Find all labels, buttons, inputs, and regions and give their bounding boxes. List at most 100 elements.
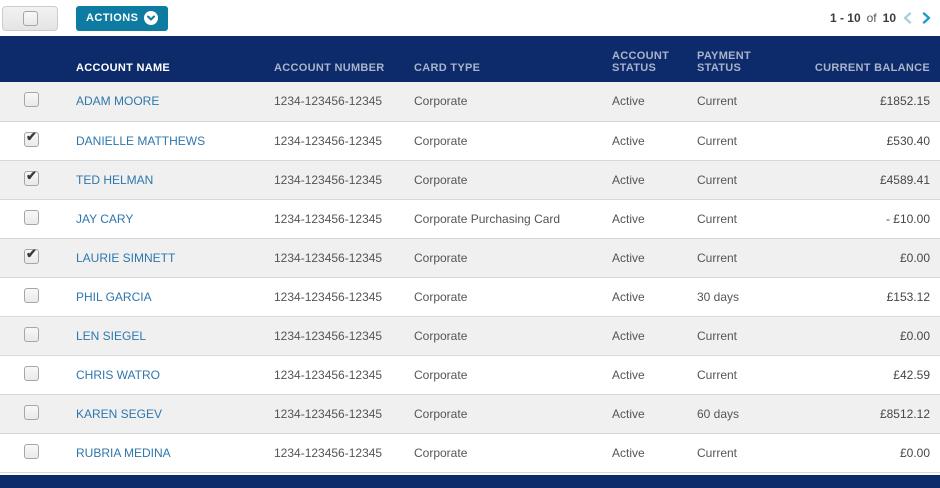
table-row: KAREN SEGEV 1234-123456-12345 Corporate … [0, 394, 940, 433]
header-payment-status[interactable]: PAYMENT STATUS [677, 36, 777, 82]
account-name-link[interactable]: LEN SIEGEL [76, 328, 147, 343]
select-all-checkbox[interactable] [22, 10, 38, 26]
account-name-cell: CHRIS WATRO [56, 355, 254, 394]
pagination-range: 1 - 10 [829, 11, 861, 25]
actions-button-label: ACTIONS [86, 12, 139, 24]
account-status-cell: Active [612, 211, 645, 226]
account-name-link[interactable]: DANIELLE MATTHEWS [76, 133, 206, 148]
card-type-cell: Corporate [414, 250, 468, 265]
account-name-cell: KAREN SEGEV [56, 394, 254, 433]
header-checkbox-column [0, 36, 56, 82]
row-checkbox[interactable] [24, 92, 39, 108]
card-type-cell: Corporate [414, 445, 468, 460]
row-checkbox[interactable] [24, 168, 39, 186]
account-name-cell: TED HELMAN [56, 160, 254, 199]
table-row: JAY CARY 1234-123456-12345 Corporate Pur… [0, 199, 940, 238]
card-type-cell: Corporate [414, 94, 468, 109]
table-row: CHRIS WATRO 1234-123456-12345 Corporate … [0, 355, 940, 394]
header-account-status[interactable]: ACCOUNT STATUS [592, 36, 677, 82]
toolbar: ACTIONS 1 - 10 of 10 [0, 0, 940, 36]
row-checkbox-cell [0, 394, 56, 433]
select-all-button[interactable] [2, 5, 58, 31]
payment-status-cell: Current [697, 250, 738, 265]
account-name-cell: DANIELLE MATTHEWS [56, 121, 254, 160]
table-row: RUBRIA MEDINA 1234-123456-12345 Corporat… [0, 433, 940, 472]
account-status-cell: Active [612, 94, 645, 109]
account-name-cell: ADAM MOORE [56, 82, 254, 121]
account-name-link[interactable]: TED HELMAN [76, 172, 154, 187]
row-checkbox[interactable] [24, 365, 39, 381]
payment-status-cell: Current [697, 133, 738, 148]
account-number-cell: 1234-123456-12345 [274, 172, 383, 187]
pagination: 1 - 10 of 10 [830, 11, 934, 25]
row-checkbox[interactable] [24, 287, 39, 303]
actions-button[interactable]: ACTIONS [76, 5, 169, 31]
card-type-cell: Corporate [414, 172, 468, 187]
payment-status-cell: Current [697, 172, 738, 187]
account-status-cell: Active [612, 250, 645, 265]
row-checkbox-cell [0, 199, 56, 238]
row-checkbox-cell [0, 238, 56, 277]
footer-bar [0, 474, 940, 488]
row-checkbox[interactable] [24, 246, 39, 264]
card-type-cell: Corporate [414, 406, 468, 421]
payment-status-cell: Current [697, 445, 738, 460]
account-name-link[interactable]: PHIL GARCIA [76, 289, 152, 304]
pagination-total: 10 [882, 11, 896, 25]
accounts-table: ACCOUNT NAME ACCOUNT NUMBER CARD TYPE AC… [0, 36, 940, 473]
account-name-cell: LAURIE SIMNETT [56, 238, 254, 277]
table-row: PHIL GARCIA 1234-123456-12345 Corporate … [0, 277, 940, 316]
account-name-link[interactable]: ADAM MOORE [76, 94, 160, 109]
card-type-cell: Corporate [414, 133, 468, 148]
account-name-link[interactable]: CHRIS WATRO [76, 367, 160, 382]
table-header: ACCOUNT NAME ACCOUNT NUMBER CARD TYPE AC… [0, 36, 940, 82]
row-checkbox-cell [0, 355, 56, 394]
header-current-balance[interactable]: CURRENT BALANCE [777, 36, 940, 82]
header-account-name[interactable]: ACCOUNT NAME [56, 36, 254, 82]
chevron-right-icon [922, 12, 931, 24]
account-name-link[interactable]: LAURIE SIMNETT [76, 250, 176, 265]
card-type-cell: Corporate [414, 289, 468, 304]
account-status-cell: Active [612, 406, 645, 421]
payment-status-cell: 60 days [697, 406, 740, 421]
account-status-cell: Active [612, 289, 645, 304]
card-type-cell: Corporate [414, 328, 468, 343]
row-checkbox-cell [0, 82, 56, 121]
pagination-prev-button[interactable] [900, 12, 915, 24]
account-status-cell: Active [612, 133, 645, 148]
account-name-link[interactable]: KAREN SEGEV [76, 406, 163, 421]
table-body: ADAM MOORE 1234-123456-12345 Corporate A… [0, 82, 940, 472]
account-number-cell: 1234-123456-12345 [274, 328, 383, 343]
current-balance-cell: £1852.15 [879, 94, 930, 109]
card-type-cell: Corporate [414, 367, 468, 382]
account-status-cell: Active [612, 445, 645, 460]
account-number-cell: 1234-123456-12345 [274, 94, 383, 109]
row-checkbox[interactable] [24, 209, 39, 225]
header-account-number[interactable]: ACCOUNT NUMBER [254, 36, 394, 82]
row-checkbox[interactable] [24, 326, 39, 342]
account-name-link[interactable]: RUBRIA MEDINA [76, 445, 171, 460]
row-checkbox[interactable] [24, 443, 39, 459]
current-balance-cell: £8512.12 [879, 406, 930, 421]
pagination-next-button[interactable] [919, 12, 934, 24]
account-status-cell: Active [612, 367, 645, 382]
account-number-cell: 1234-123456-12345 [274, 250, 383, 265]
current-balance-cell: £42.59 [893, 367, 930, 382]
payment-status-cell: 30 days [697, 289, 740, 304]
account-status-cell: Active [612, 328, 645, 343]
row-checkbox[interactable] [24, 404, 39, 420]
account-name-link[interactable]: JAY CARY [76, 211, 134, 226]
payment-status-cell: Current [697, 328, 738, 343]
table-row: TED HELMAN 1234-123456-12345 Corporate A… [0, 160, 940, 199]
current-balance-cell: - £10.00 [885, 211, 930, 226]
account-number-cell: 1234-123456-12345 [274, 211, 383, 226]
row-checkbox[interactable] [24, 129, 39, 147]
table-row: LAURIE SIMNETT 1234-123456-12345 Corpora… [0, 238, 940, 277]
row-checkbox-cell [0, 433, 56, 472]
account-number-cell: 1234-123456-12345 [274, 445, 383, 460]
header-card-type[interactable]: CARD TYPE [394, 36, 592, 82]
account-number-cell: 1234-123456-12345 [274, 367, 383, 382]
chevron-down-circle-icon [144, 11, 159, 25]
current-balance-cell: £4589.41 [879, 172, 930, 187]
payment-status-cell: Current [697, 367, 738, 382]
